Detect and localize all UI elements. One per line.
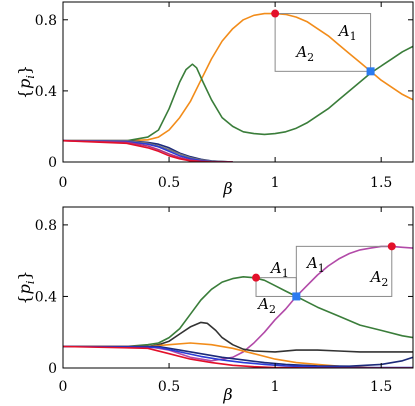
- y-tick-label: 0: [48, 361, 57, 377]
- chart-panel-2: A1 A2 A1 A2 0 0.5 1 1.5 0 0.4 0.8 β {pi}: [15, 206, 414, 404]
- x-axis-label: β: [222, 179, 232, 198]
- series-line-3: [63, 321, 413, 353]
- maximum-marker-1: [271, 9, 280, 18]
- plot-frame: [62, 1, 414, 163]
- x-tick-label: 0: [59, 175, 68, 191]
- series-line-2: [63, 245, 413, 362]
- y-tick-label: 0.8: [35, 13, 57, 29]
- area-label-1: A1: [269, 259, 289, 280]
- x-tick-label: 1: [271, 379, 280, 395]
- x-tick-label: 0.5: [158, 175, 180, 191]
- x-axis-label: β: [222, 385, 232, 404]
- area-label-4: A2: [369, 268, 389, 289]
- y-tick-label: 0.4: [35, 289, 57, 305]
- series-line-2: [63, 45, 413, 142]
- x-tick-label: 0.5: [158, 379, 180, 395]
- x-tick-label: 1.5: [370, 175, 392, 191]
- y-axis-label: {pi}: [15, 270, 37, 304]
- y-tick-label: 0: [48, 155, 57, 171]
- maximum-marker-1: [252, 273, 261, 282]
- series-line-1: [63, 12, 413, 142]
- series-line-5: [63, 139, 233, 162]
- maximum-marker-3: [387, 242, 396, 251]
- crossing-marker-2: [366, 67, 375, 76]
- series-group: [63, 245, 413, 368]
- annotation-box-2: [295, 245, 393, 297]
- y-tick-label: 0.4: [35, 84, 57, 100]
- area-label-2: A2: [256, 295, 276, 316]
- x-tick-label: 1.5: [370, 379, 392, 395]
- area-label-2: A2: [294, 43, 314, 64]
- plot-frame: [62, 206, 414, 369]
- chart-panel-1: A1 A2 0 0.5 1 1.5 0 0.4 0.8 β {pi}: [15, 1, 414, 198]
- series-group: [63, 12, 413, 162]
- crossing-marker-2: [292, 292, 301, 301]
- area-label-1: A1: [337, 22, 357, 43]
- y-axis-label: {pi}: [15, 65, 37, 99]
- x-tick-label: 0: [59, 379, 68, 395]
- annotation-box-1: [274, 13, 372, 72]
- area-label-3: A1: [305, 254, 325, 275]
- series-line-1: [63, 276, 413, 348]
- x-tick-label: 1: [271, 175, 280, 191]
- y-tick-label: 0.8: [35, 218, 57, 234]
